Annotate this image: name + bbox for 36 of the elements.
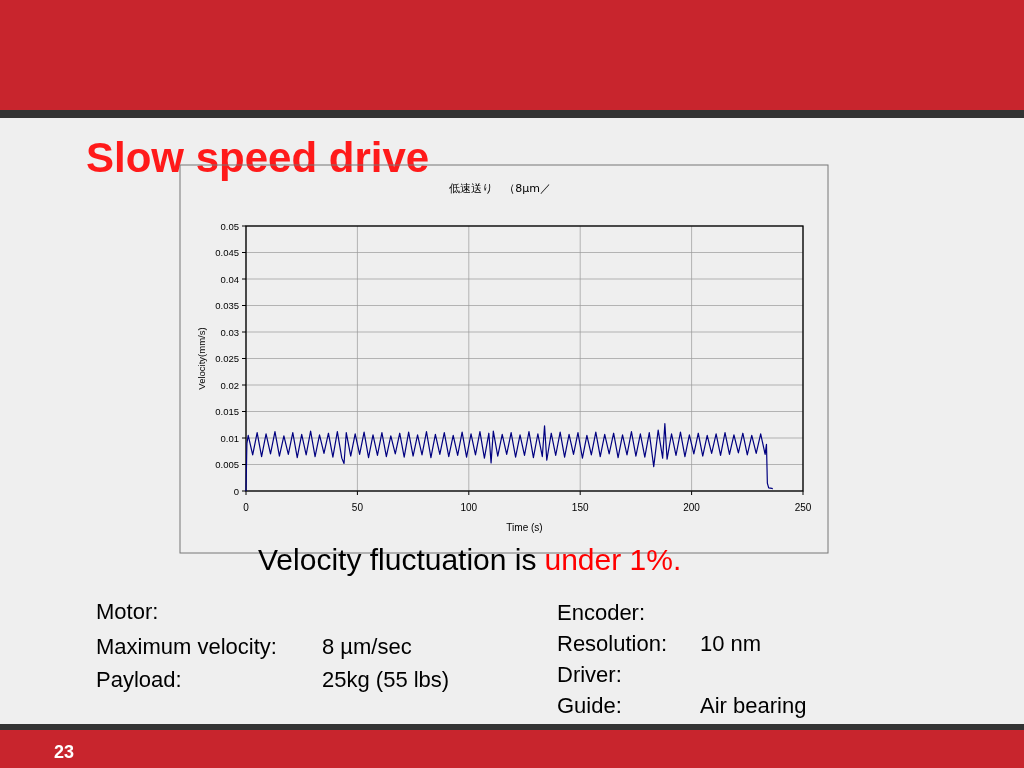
y-tick-label: 0.045 (215, 247, 239, 258)
x-tick-label: 150 (571, 502, 589, 513)
y-tick-label: 0 (233, 485, 239, 497)
text: Payload: (96, 667, 182, 692)
text: 8 µm/sec (322, 634, 412, 659)
y-tick-label: 0.03 (220, 326, 239, 338)
chart-title: Slow speed drive (86, 134, 430, 181)
text: Driver: (557, 662, 622, 687)
y-axis-title: Velocity(mm/s) (196, 327, 207, 390)
y-tick-label: 0.025 (215, 353, 239, 364)
x-axis-title: Time (s) (506, 522, 543, 533)
chart-subtitle: 低速送り （8μm／ (449, 182, 551, 195)
text: Guide: (557, 693, 622, 718)
text: 23 (53, 742, 75, 762)
y-tick-label: 0.015 (215, 406, 239, 417)
y-tick-label: 0.04 (220, 273, 239, 285)
x-tick-label: 250 (794, 502, 812, 513)
text: Encoder: (557, 600, 646, 625)
text: Motor: (96, 599, 159, 624)
y-tick-label: 0.01 (220, 432, 239, 444)
x-tick-label: 100 (460, 502, 478, 513)
text: 10 nm (700, 631, 762, 656)
text: Air bearing (700, 693, 807, 718)
text: Velocity fluctuation is (258, 543, 537, 576)
y-tick-label: 0.005 (215, 459, 239, 470)
x-tick-label: 50 (351, 502, 364, 513)
line-series (245, 423, 774, 492)
text: under 1%. (544, 543, 682, 576)
x-tick-label: 200 (683, 502, 701, 513)
y-tick-label: 0.035 (215, 300, 239, 311)
x-tick-label: 0 (243, 502, 250, 513)
y-tick-label: 0.02 (220, 379, 239, 391)
text: Maximum velocity: (96, 634, 277, 659)
y-tick-label: 0.05 (220, 220, 239, 232)
text: 25kg (55 lbs) (322, 667, 450, 692)
text: Resolution: (557, 631, 668, 656)
